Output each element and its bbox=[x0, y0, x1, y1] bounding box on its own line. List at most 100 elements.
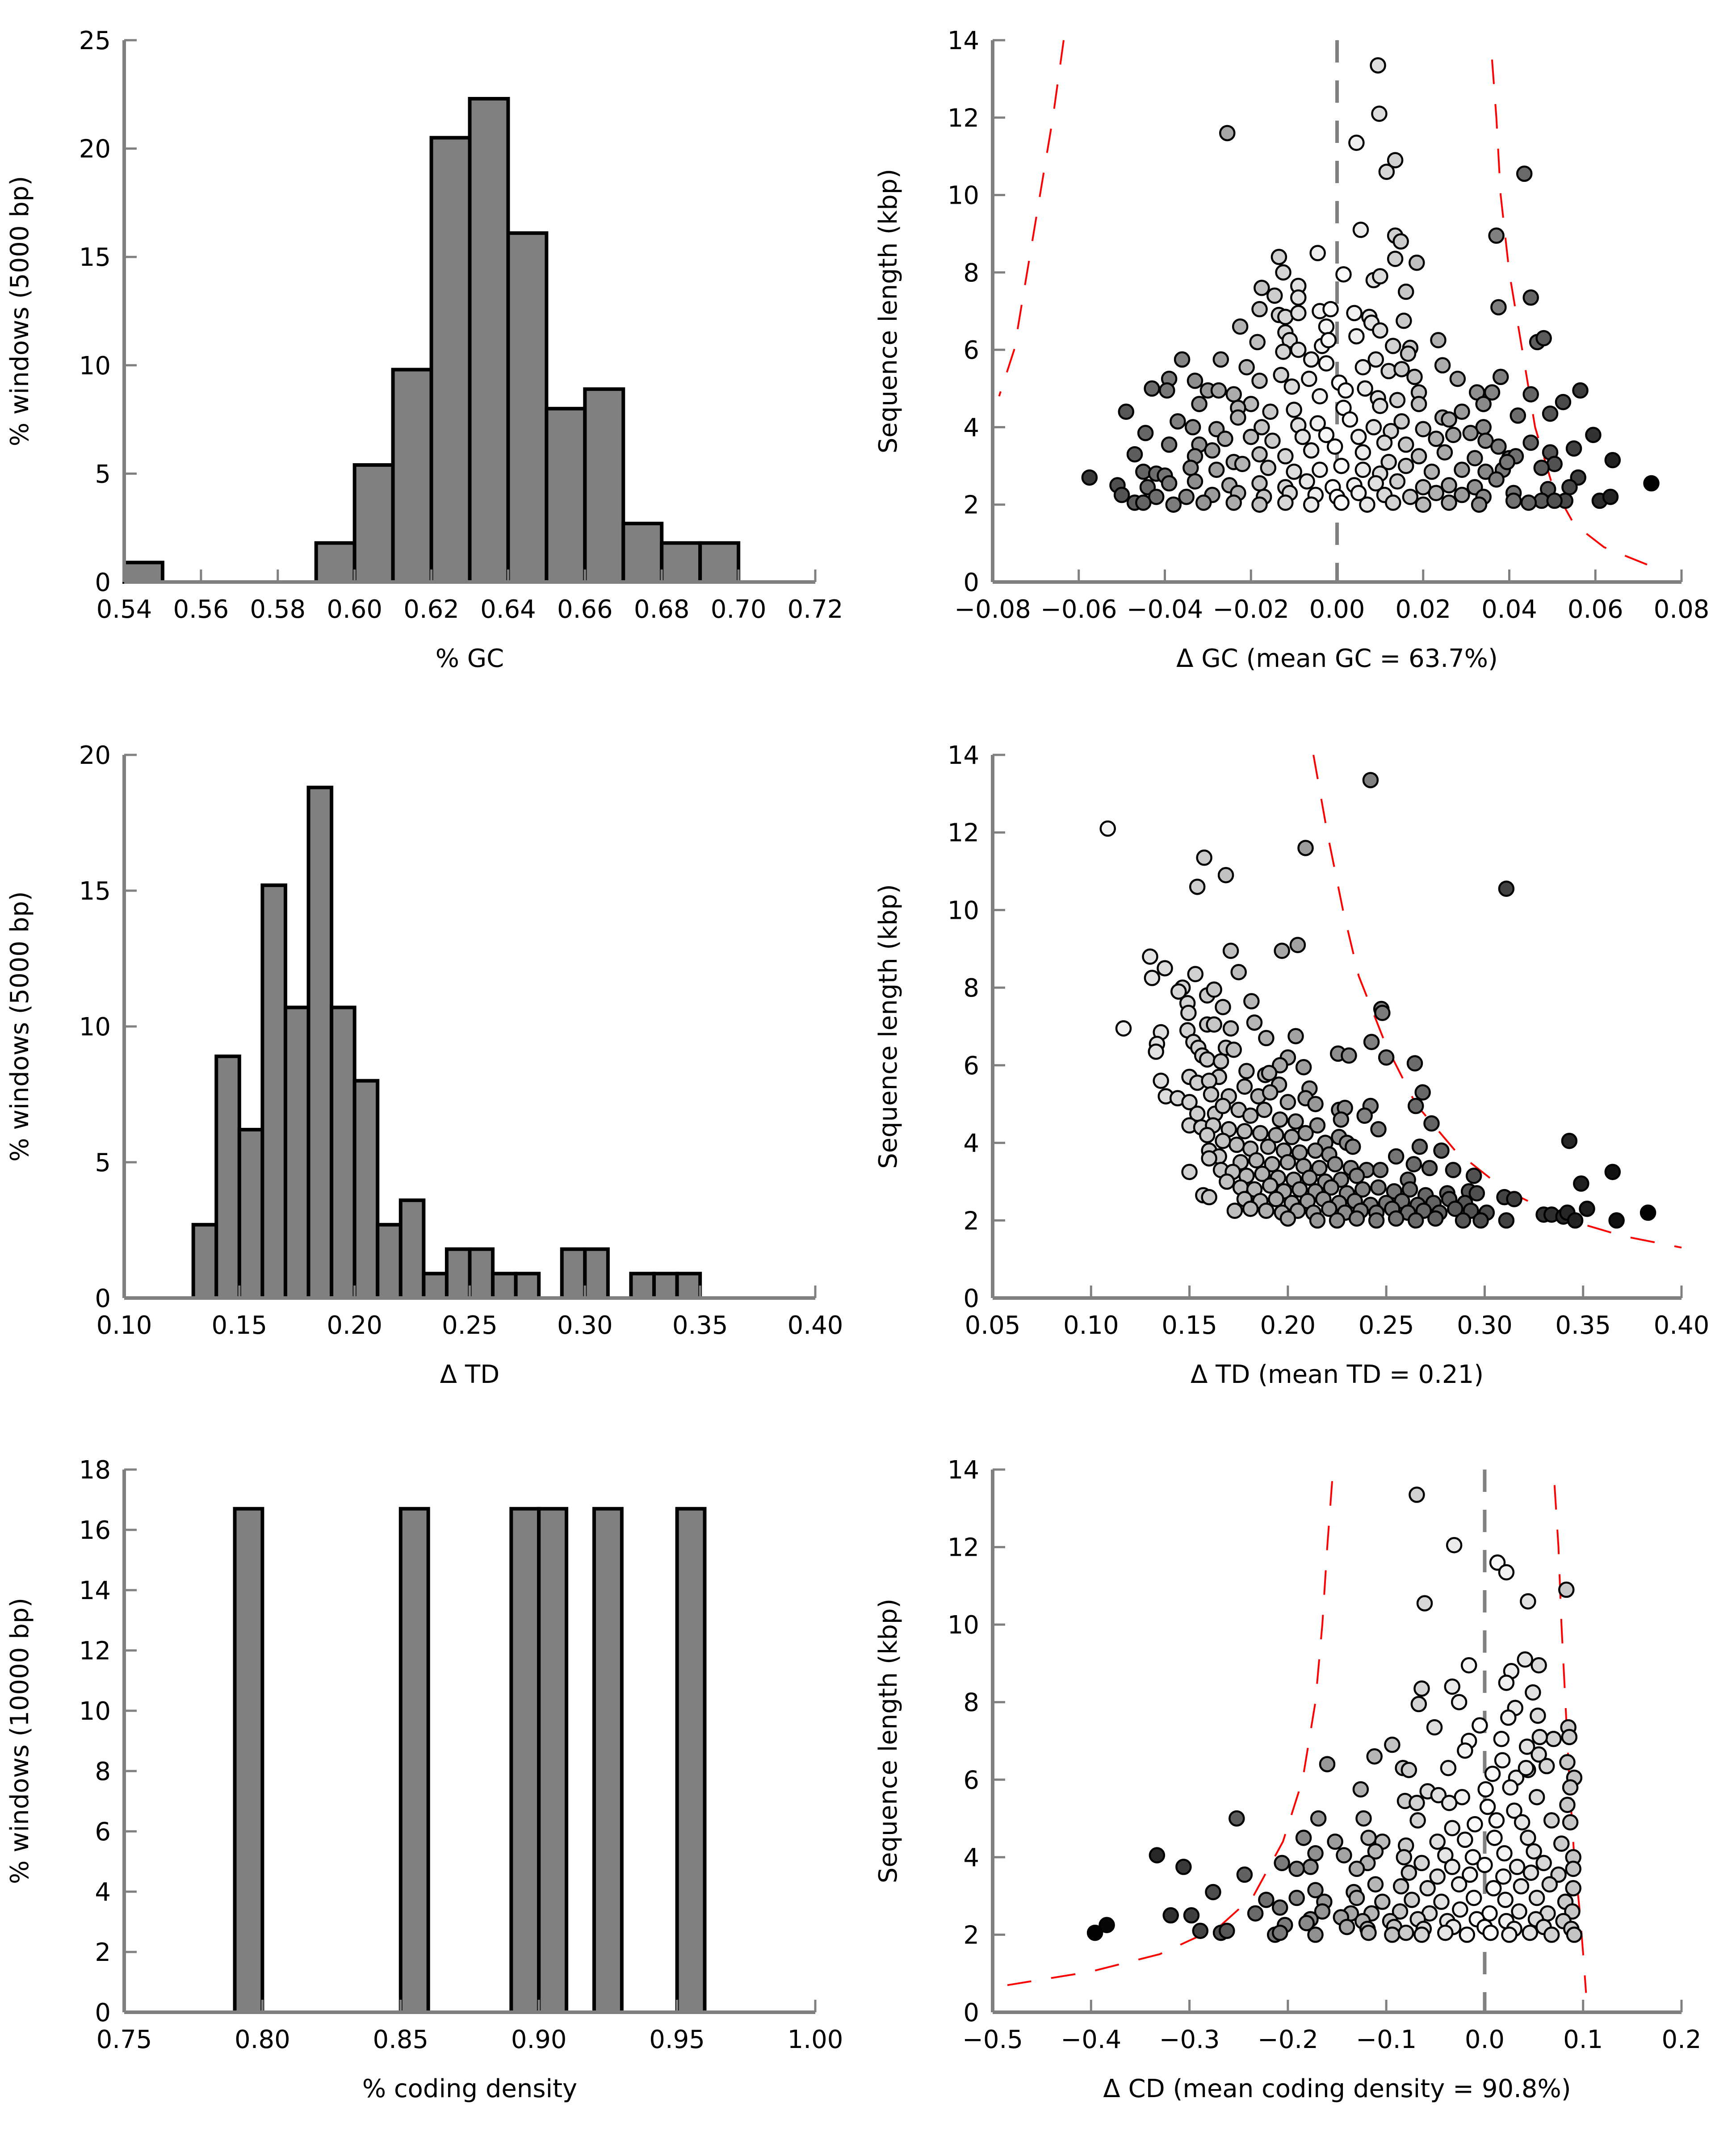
x-axis-label: % coding density bbox=[362, 2074, 577, 2103]
scatter-point bbox=[1384, 1926, 1401, 1943]
scatter-point bbox=[1372, 322, 1388, 339]
scatter-point bbox=[1144, 380, 1160, 397]
scatter-point bbox=[1182, 460, 1199, 476]
scatter-point bbox=[1416, 1595, 1433, 1612]
scatter-point bbox=[1498, 1564, 1515, 1581]
scatter-point bbox=[1251, 475, 1268, 492]
histogram-bar bbox=[506, 231, 549, 584]
scatter-point bbox=[1191, 396, 1208, 412]
scatter-point bbox=[1099, 820, 1116, 837]
scatter-point bbox=[1441, 477, 1457, 494]
gc-hist-panel: 0.54 0.56 0.58 0.60 0.62 0.64 0.66 0.68 0.70 0.72… bbox=[5, 26, 843, 673]
scatter-point bbox=[1501, 1926, 1518, 1943]
scatter-point bbox=[1371, 105, 1388, 122]
scatter-point bbox=[1201, 1189, 1217, 1206]
scatter-point bbox=[1384, 1736, 1401, 1753]
scatter-point bbox=[1319, 1756, 1336, 1772]
x-tick-label: 0.20 bbox=[1260, 1311, 1316, 1340]
scatter-point bbox=[1490, 438, 1507, 455]
scatter-point bbox=[1264, 432, 1281, 449]
scatter-point bbox=[1396, 312, 1412, 329]
scatter-point bbox=[1545, 1730, 1562, 1747]
scatter-point bbox=[1277, 448, 1294, 465]
scatter-point bbox=[1294, 428, 1311, 445]
scatter-point bbox=[1413, 1680, 1430, 1697]
scatter-point bbox=[1392, 233, 1409, 250]
scatter-point bbox=[1559, 1797, 1576, 1813]
histogram-bar bbox=[422, 1272, 449, 1300]
scatter-point bbox=[1359, 496, 1375, 513]
scatter-point bbox=[1303, 351, 1320, 368]
scatter-point bbox=[1367, 1843, 1384, 1860]
scatter-point bbox=[1454, 403, 1470, 420]
scatter-point bbox=[1195, 494, 1212, 511]
histogram-bar bbox=[537, 1507, 569, 2014]
x-tick-label: 0.80 bbox=[235, 2025, 290, 2054]
scatter-points bbox=[1086, 1487, 1583, 1943]
scatter-point bbox=[1477, 432, 1494, 449]
scatter-point bbox=[1562, 1779, 1579, 1796]
scatter-point bbox=[1360, 1924, 1377, 1941]
scatter-point bbox=[1307, 1845, 1324, 1862]
scatter-point bbox=[1406, 369, 1423, 385]
x-axis-label: Δ CD (mean coding density = 90.8%) bbox=[1103, 2074, 1571, 2103]
scatter-point bbox=[1251, 373, 1268, 389]
x-tick-label: 0.30 bbox=[557, 1311, 613, 1340]
scatter-point bbox=[1602, 489, 1619, 505]
td-hist-panel: 0.10 0.15 0.20 0.25 0.30 0.35 0.40 0 5 10 15 20 Δ TD… bbox=[5, 741, 843, 1389]
scatter-point bbox=[1236, 1866, 1253, 1883]
scatter-point bbox=[1535, 330, 1552, 347]
scatter-point bbox=[1274, 942, 1290, 959]
scatter-point bbox=[1283, 1129, 1300, 1145]
x-tick-label: −0.3 bbox=[1159, 2025, 1220, 2054]
y-tick-label: 4 bbox=[95, 1878, 111, 1907]
histogram-bar bbox=[514, 1272, 541, 1300]
scatter-point bbox=[1465, 1889, 1482, 1906]
x-tick-label: −0.02 bbox=[1212, 595, 1289, 624]
x-tick-label: 0.56 bbox=[173, 595, 229, 624]
histogram-bar bbox=[237, 1128, 264, 1300]
scatter-point bbox=[1203, 1086, 1220, 1103]
scatter-point bbox=[1288, 1889, 1305, 1906]
scatter-point bbox=[1419, 1880, 1436, 1897]
scatter-point bbox=[1137, 425, 1154, 441]
scatter-point bbox=[1513, 1878, 1530, 1895]
histogram-bar bbox=[391, 368, 433, 584]
scatter-point bbox=[1266, 287, 1283, 304]
scatter-point bbox=[1333, 457, 1350, 474]
x-tick-label: 0.35 bbox=[672, 1311, 728, 1340]
scatter-point bbox=[1352, 1781, 1369, 1798]
scatter-point bbox=[1273, 367, 1289, 383]
scatter-point bbox=[1467, 450, 1483, 466]
y-tick-label: 6 bbox=[963, 336, 979, 365]
gc-scatter-panel: −0.08 −0.06 −0.04 −0.02 0.00 0.02 0.04 0.06 0.08… bbox=[874, 26, 1709, 673]
scatter-point bbox=[1423, 1115, 1440, 1132]
x-tick-label: 0.68 bbox=[634, 595, 690, 624]
scatter-point bbox=[1206, 1016, 1222, 1033]
scatter-point bbox=[1559, 1754, 1576, 1771]
y-tick-label: 6 bbox=[95, 1818, 111, 1847]
histogram-bar bbox=[122, 561, 164, 584]
scatter-point bbox=[1178, 489, 1195, 505]
scatter-point bbox=[1320, 332, 1337, 348]
y-tick-label: 0 bbox=[963, 1284, 979, 1313]
scatter-point bbox=[1350, 485, 1367, 501]
y-tick-label: 5 bbox=[95, 1148, 111, 1177]
histogram-bar bbox=[675, 1272, 702, 1300]
scatter-point bbox=[1538, 1758, 1555, 1775]
scatter-point bbox=[1430, 332, 1447, 348]
scatter-point bbox=[1460, 1657, 1477, 1674]
scatter-point bbox=[1175, 1859, 1192, 1875]
scatter-point bbox=[1170, 983, 1187, 1000]
scatter-point bbox=[1573, 1175, 1589, 1192]
scatter-point bbox=[1335, 266, 1352, 283]
scatter-point bbox=[1520, 494, 1537, 511]
scatter-point bbox=[1477, 463, 1494, 480]
x-tick-label: 0.15 bbox=[1162, 1311, 1217, 1340]
scatter-point bbox=[1509, 1859, 1526, 1875]
scatter-point bbox=[1118, 403, 1135, 420]
scatter-point bbox=[1242, 1107, 1259, 1124]
scatter-point bbox=[1604, 452, 1621, 469]
y-tick-label: 10 bbox=[948, 181, 979, 210]
